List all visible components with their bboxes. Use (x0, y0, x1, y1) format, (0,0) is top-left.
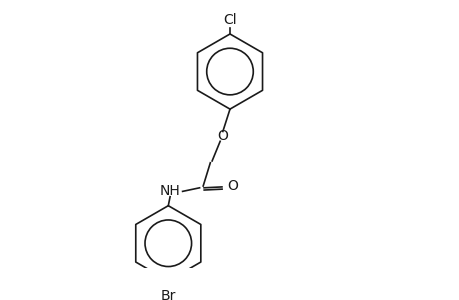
Text: O: O (227, 179, 238, 193)
Text: Cl: Cl (223, 13, 236, 27)
Text: O: O (217, 129, 228, 143)
Text: NH: NH (159, 184, 180, 198)
Text: Br: Br (160, 289, 176, 300)
